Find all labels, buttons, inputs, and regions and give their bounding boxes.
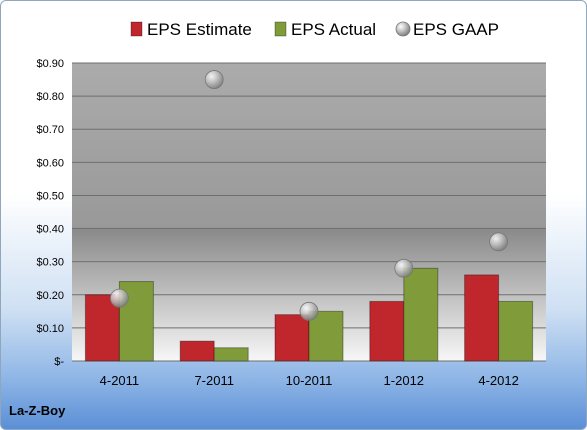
- eps-chart: $- $0.10 $0.20 $0.30 $0.40 $0.50 $0.60 $0.70 $0.…: [36, 20, 546, 388]
- gaap-point: [394, 258, 414, 278]
- legend-swatch: [130, 21, 143, 37]
- x-axis: 4-2011 7-2011 10-2011 1-2012 4-2012: [100, 373, 519, 388]
- y-tick-label: $0.20: [36, 290, 64, 302]
- y-tick-label: $0.30: [36, 257, 64, 269]
- gaap-point: [299, 301, 319, 321]
- x-tick-label: 10-2011: [286, 373, 333, 388]
- gaap-points: [110, 70, 509, 321]
- y-tick-label: $0.50: [36, 190, 64, 202]
- y-tick-label: $0.10: [36, 323, 64, 335]
- x-tick-label: 7-2011: [194, 373, 234, 388]
- bar-eps-actual: [213, 347, 249, 362]
- gaap-point: [489, 232, 509, 252]
- company-label: La-Z-Boy: [9, 403, 66, 418]
- gaap-point: [204, 70, 224, 89]
- bar-eps-actual: [403, 267, 439, 362]
- y-tick-label: $0.60: [36, 157, 64, 169]
- bars: [84, 267, 534, 362]
- bar-eps-actual: [498, 300, 534, 362]
- bar-eps-estimate: [179, 340, 215, 362]
- y-axis: $- $0.10 $0.20 $0.30 $0.40 $0.50 $0.60 $0.70 $0.…: [36, 58, 64, 368]
- bar-eps-actual: [308, 310, 344, 362]
- legend-swatch: [395, 21, 411, 37]
- y-tick-label: $0.70: [36, 124, 64, 136]
- gaap-point: [110, 288, 129, 308]
- y-tick-label: $-: [54, 356, 64, 368]
- legend: EPS Estimate EPS Actual EPS GAAP: [130, 20, 499, 39]
- x-tick-label: 4-2012: [478, 373, 518, 388]
- y-tick-label: $0.90: [36, 58, 64, 70]
- y-tick-label: $0.80: [36, 91, 64, 103]
- bar-eps-estimate: [464, 274, 500, 362]
- legend-swatch: [274, 21, 287, 37]
- bar-eps-estimate: [369, 300, 405, 362]
- y-tick-label: $0.40: [36, 224, 64, 236]
- x-tick-label: 4-2011: [100, 373, 140, 388]
- legend-label: EPS Actual: [291, 20, 376, 39]
- legend-label: EPS GAAP: [413, 20, 499, 39]
- legend-label: EPS Estimate: [147, 20, 252, 39]
- bar-eps-estimate: [274, 314, 310, 362]
- x-tick-label: 1-2012: [384, 373, 424, 388]
